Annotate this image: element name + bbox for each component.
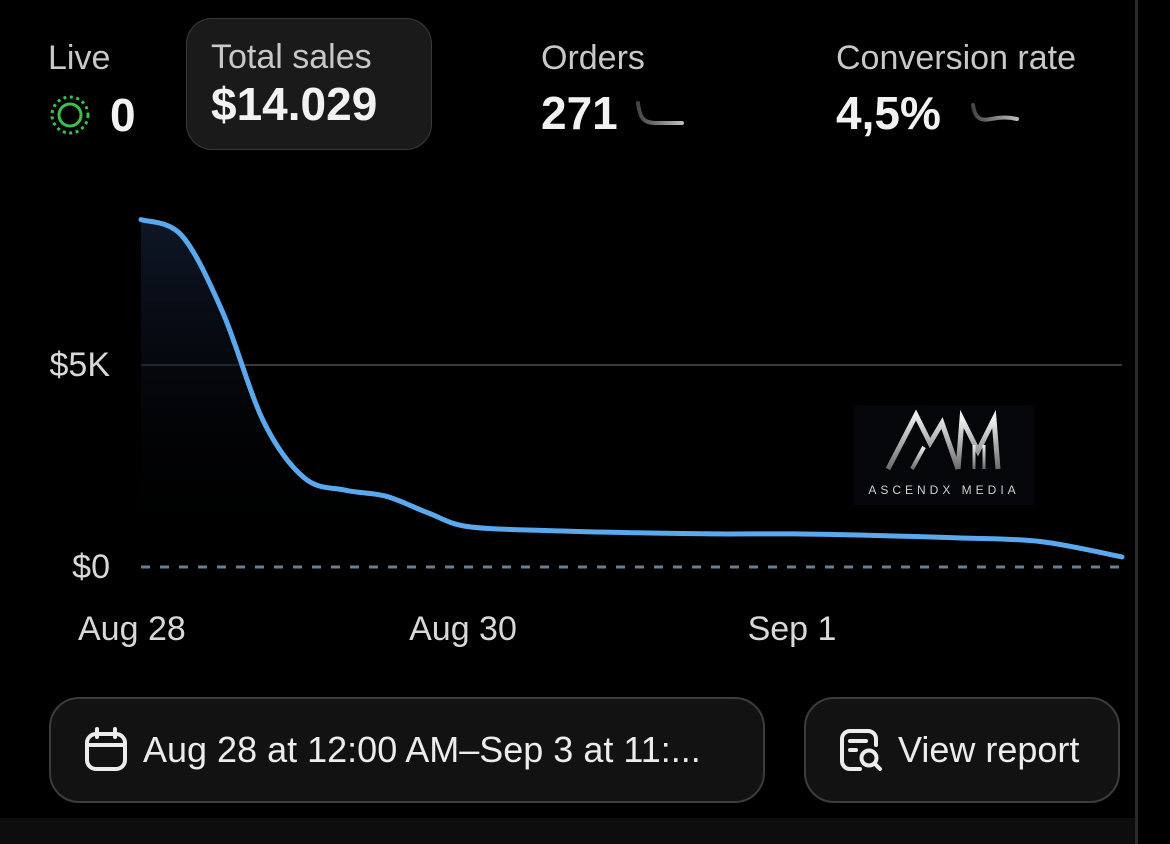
metric-value-orders: 271 (541, 87, 618, 139)
sparkline-icon (635, 101, 684, 125)
metric-value-total-sales: $14.029 (211, 78, 378, 130)
metric-orders[interactable]: Orders 271 (541, 38, 684, 140)
report-search-icon (840, 729, 882, 771)
metric-total-sales[interactable]: Total sales $14.029 (186, 18, 432, 150)
view-report-button[interactable]: View report (804, 697, 1120, 803)
x-tick-label: Sep 1 (748, 610, 837, 648)
ascendx-media-logo: ASCENDX MEDIA (854, 405, 1034, 505)
series-line (138, 217, 1125, 560)
scroll-edge (1135, 0, 1138, 844)
x-tick-label: Aug 28 (78, 610, 186, 648)
x-tick-label: Aug 30 (409, 610, 517, 648)
live-pulse-icon (50, 95, 90, 135)
logo-text: ASCENDX MEDIA (868, 483, 1020, 497)
metric-label-live: Live (48, 39, 111, 77)
metric-value-live: 0 (110, 89, 136, 141)
metric-label-conversion-rate: Conversion rate (836, 39, 1077, 77)
metric-label-orders: Orders (541, 39, 645, 77)
metric-label-total-sales: Total sales (211, 38, 372, 76)
date-range-label: Aug 28 at 12:00 AM–Sep 3 at 11:... (143, 729, 701, 770)
view-report-label: View report (898, 729, 1080, 770)
sparkline-icon (970, 103, 1019, 122)
bottom-strip (0, 818, 1135, 844)
ascendx-logo-mark-icon (885, 409, 1001, 471)
sales-chart[interactable]: $5K $0 Aug 28 Aug 30 Sep 1 (0, 160, 1135, 660)
date-range-button[interactable]: Aug 28 at 12:00 AM–Sep 3 at 11:... (49, 697, 765, 803)
metric-value-conversion-rate: 4,5% (836, 87, 941, 139)
y-tick-label: $5K (50, 346, 111, 384)
calendar-icon (85, 727, 127, 771)
metric-conversion-rate[interactable]: Conversion rate 4,5% (836, 38, 1076, 140)
y-tick-label: $0 (72, 548, 110, 586)
metric-live[interactable]: Live 0 (48, 38, 136, 142)
line-area-fill (141, 219, 1122, 567)
